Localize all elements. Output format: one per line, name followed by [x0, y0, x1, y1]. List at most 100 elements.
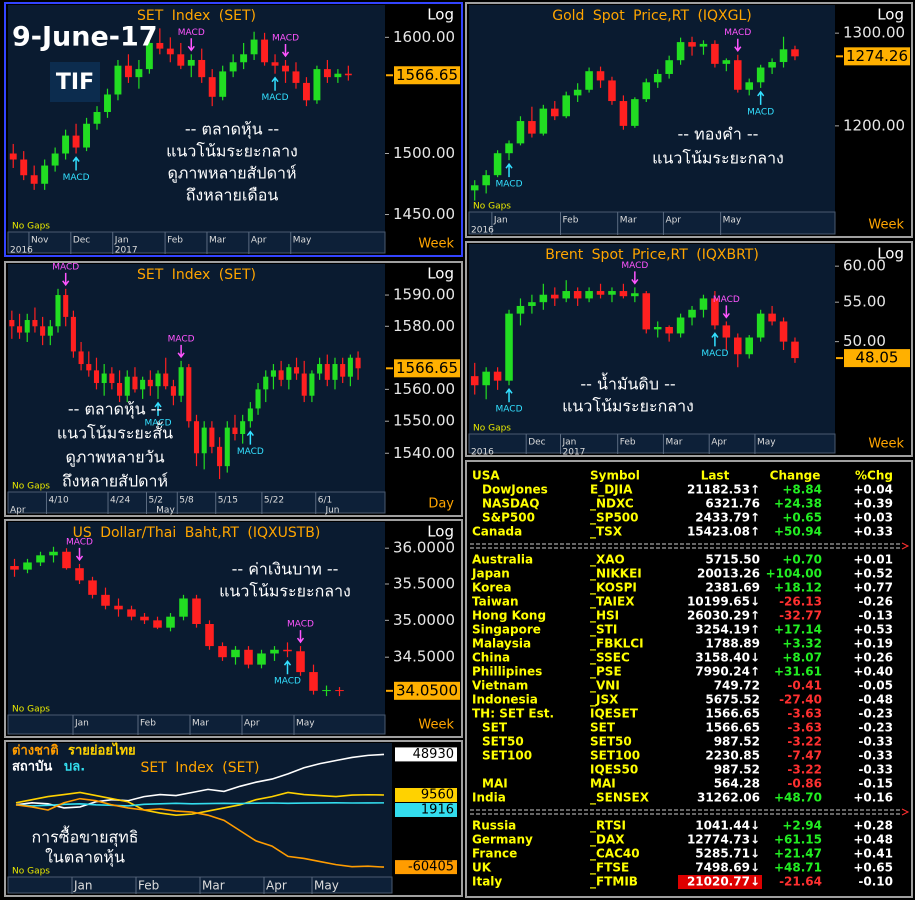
candle-body [711, 298, 719, 326]
candle-body [240, 54, 248, 63]
signal-label: MACD [701, 349, 728, 359]
candle-body [62, 551, 71, 569]
table-cell: -3.63 [787, 707, 822, 721]
table-cell: SET50 [590, 735, 632, 749]
table-cell: 1041.44↓ [695, 819, 760, 833]
candle-body [101, 373, 107, 384]
annotation: -- ทองคำ -- [678, 125, 759, 144]
candle-body [768, 62, 776, 68]
candle-body [516, 121, 525, 144]
y-tick-label: 60.00 [843, 257, 886, 275]
table-cell: 2381.69 [705, 581, 760, 595]
candle-body [93, 370, 100, 384]
candle-body [250, 39, 258, 55]
candle-body [278, 370, 284, 380]
table-cell: China [472, 651, 510, 665]
x-tick-label: May [723, 216, 742, 226]
candle-body [224, 427, 230, 467]
signal-arrow [281, 43, 290, 58]
note: No Gaps [12, 482, 50, 492]
table-cell: +0.48 [853, 833, 893, 847]
table-cell: +0.41 [853, 847, 893, 861]
x-tick-label: 4/10 [48, 496, 68, 506]
candle-body [232, 427, 238, 435]
series-line [15, 791, 385, 816]
table-cell: 987.52 [714, 735, 760, 749]
note: No Gaps [12, 867, 50, 877]
table-cell: SET100 [590, 749, 640, 763]
table-cell: -26.13 [779, 595, 822, 609]
signal-label: MACD [747, 107, 774, 117]
table-cell: TH: SET Est. [472, 707, 554, 721]
table-cell: 2433.79↑ [695, 511, 760, 525]
candle-body [573, 291, 582, 299]
table-cell: -0.10 [858, 875, 893, 889]
y-tick-label: 35.5000 [393, 575, 455, 593]
candle-body [93, 111, 101, 124]
table-cell: NASDAQ [482, 497, 539, 511]
y-tick-label: 1450.00 [393, 205, 455, 223]
signal-label: MACD [63, 173, 90, 183]
table-cell: Indonesia [472, 693, 538, 707]
chart-title: SET Index (SET) [137, 267, 256, 283]
table-cell: +0.26 [853, 651, 893, 665]
table-cell: 7498.69↓ [695, 861, 760, 875]
table-cell: IQES50 [590, 763, 638, 777]
plot-area [8, 5, 385, 232]
last-value: 48.05 [856, 349, 899, 367]
value-label: 48930 [413, 747, 454, 762]
candle-body [608, 80, 616, 102]
x-tick-label-2: 2016 [471, 448, 494, 458]
table-cell: E_DJIA [590, 483, 633, 498]
note: No Gaps [473, 424, 511, 434]
legend-entry: บล. [64, 760, 85, 775]
candle-body [40, 326, 46, 336]
table-cell: MAI [590, 777, 616, 791]
table-cell: -0.23 [858, 707, 893, 721]
logo-box [50, 62, 100, 102]
annotation: ถึงหลายสัปดาห์ [62, 472, 168, 491]
y-tick-label: 1580.00 [393, 317, 455, 335]
chart-title: Gold Spot Price,RT (IQXGL) [552, 8, 752, 24]
table-cell: -0.86 [787, 777, 822, 791]
table-cell: 10199.65↓ [687, 595, 760, 609]
candle-body [30, 175, 38, 184]
candle-body [205, 624, 214, 647]
value-tag [395, 747, 457, 762]
last-box [394, 66, 460, 85]
annotation: แนวโน้มระยะสั้น [57, 422, 173, 443]
candle-body [493, 371, 502, 381]
candle-body [109, 373, 115, 384]
candle-body [665, 326, 673, 334]
candle-body [9, 320, 15, 327]
table-cell: 31262.06 [697, 791, 760, 805]
candle-body [257, 653, 266, 665]
x-tick-label: Feb [620, 438, 636, 448]
candle-body [745, 337, 753, 355]
candle-body [303, 82, 310, 101]
signal-label: MACD [178, 28, 205, 38]
separator-arrow [901, 542, 910, 550]
table-cell: 749.72 [714, 679, 760, 693]
signal-arrow [722, 305, 730, 319]
candle-body [156, 42, 164, 49]
last-value: 1566.65 [396, 359, 458, 377]
table-cell: _TAIEX [590, 595, 635, 610]
candle-body [117, 383, 123, 396]
candle-body [208, 77, 216, 97]
candle-body [756, 67, 765, 83]
value-tag [395, 860, 457, 875]
candle-body [573, 89, 582, 96]
signal-arrow [72, 156, 80, 171]
signal-label: MACD [713, 295, 740, 305]
candle-body [198, 59, 206, 78]
table-cell: _FBKLCI [590, 637, 644, 652]
signal-label: MACD [724, 28, 751, 38]
table-cell: SET50 [482, 735, 524, 749]
legend-entry: สถาบัน [12, 760, 52, 775]
signal-label: MACD [496, 180, 523, 190]
y-tick-label: 1500.00 [393, 144, 455, 162]
signal-arrow [631, 271, 639, 285]
y-tick-label: 1300.00 [843, 24, 905, 42]
last-value: 34.0500 [396, 681, 458, 699]
